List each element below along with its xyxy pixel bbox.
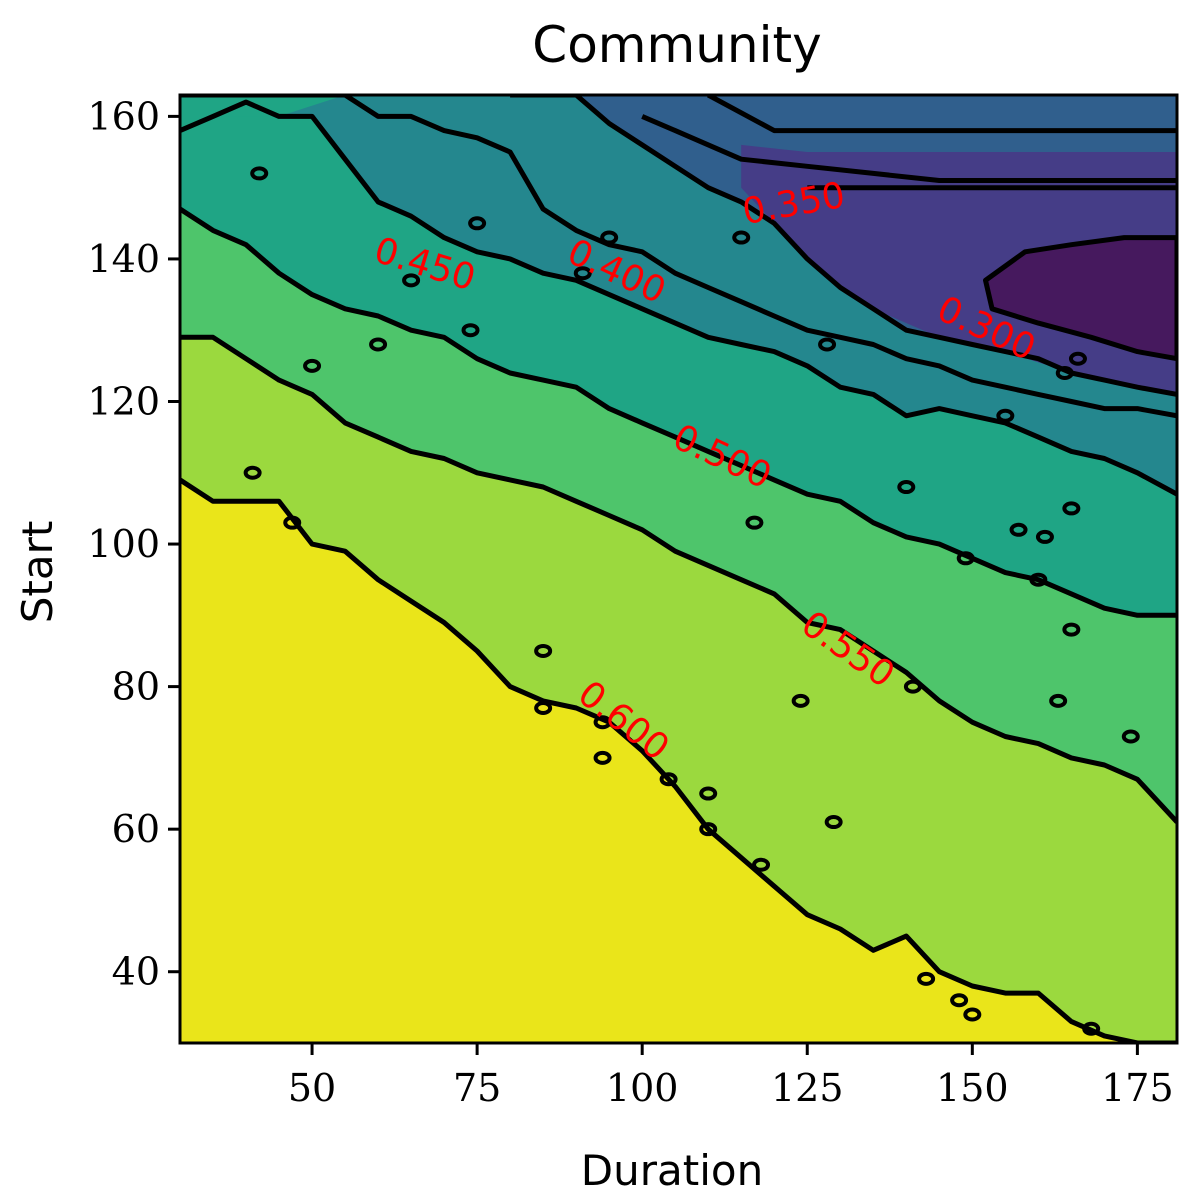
- contour-island: [1121, 729, 1140, 744]
- contour-island: [593, 715, 612, 730]
- contour-island: [699, 822, 718, 837]
- contour-island: [600, 230, 619, 245]
- contour-island: [699, 786, 718, 801]
- contour-line-0.350: [510, 95, 1177, 397]
- contour-island: [593, 750, 612, 765]
- region-0.45-corner: [180, 95, 346, 131]
- x-tick-label: 150: [936, 1066, 1009, 1110]
- y-tick-label: 60: [112, 807, 160, 851]
- contour-island: [963, 1007, 982, 1022]
- contour-island: [1029, 572, 1048, 587]
- y-axis-ticks: 40 60 80 100 120 140 160: [87, 94, 180, 994]
- y-tick-label: 140: [87, 237, 160, 281]
- contour-island: [369, 337, 388, 352]
- x-tick-label: 50: [288, 1066, 336, 1110]
- contour-island: [250, 166, 269, 181]
- contour-line-0.250: [983, 235, 1177, 362]
- contour-island: [903, 679, 922, 694]
- y-tick-label: 40: [112, 950, 160, 994]
- contour-island: [468, 216, 487, 231]
- contour-island: [956, 551, 975, 566]
- contour-island: [1009, 522, 1028, 537]
- contour-island: [1062, 622, 1081, 637]
- y-tick-label: 160: [87, 94, 160, 138]
- contour-line-0.600: [180, 477, 1177, 1043]
- contour-lines: [180, 95, 1177, 1043]
- contour-line-0.550: [180, 334, 1177, 824]
- contour-island: [996, 408, 1015, 423]
- contour-island: [534, 643, 553, 658]
- contour-island: [732, 230, 751, 245]
- x-tick-label: 100: [606, 1066, 679, 1110]
- x-tick-label: 125: [771, 1066, 844, 1110]
- y-axis-label: Start: [13, 521, 62, 624]
- contour-island: [824, 815, 843, 830]
- contour-island: [1049, 693, 1068, 708]
- region-0.25: [985, 237, 1177, 359]
- contour-island: [573, 266, 592, 281]
- contour-island: [402, 273, 421, 288]
- y-tick-label: 100: [87, 522, 160, 566]
- contour-line-0.300: [641, 114, 1177, 183]
- contour-island: [1062, 501, 1081, 516]
- contour-island: [1068, 351, 1087, 366]
- contour-island: [745, 515, 764, 530]
- y-tick-label: 120: [87, 379, 160, 423]
- contour-island: [283, 515, 302, 530]
- contour-island: [917, 971, 936, 986]
- contour-islands: [243, 166, 1140, 1036]
- contour-island: [659, 772, 678, 787]
- contour-island: [791, 693, 810, 708]
- x-axis-label: Duration: [581, 1146, 763, 1195]
- contour-island: [1055, 365, 1074, 380]
- contour-island: [303, 358, 322, 373]
- contour-line-0.400: [180, 95, 1177, 419]
- contour-island: [461, 323, 480, 338]
- x-tick-label: 175: [1101, 1066, 1174, 1110]
- contour-regions: [180, 95, 1177, 1043]
- contour-island: [818, 337, 837, 352]
- contour-island: [534, 700, 553, 715]
- chart-title: Community: [532, 16, 821, 74]
- contour-line-0.450: [180, 99, 1177, 497]
- y-tick-label: 80: [112, 665, 160, 709]
- contour-island: [243, 465, 262, 480]
- contour-island: [752, 857, 771, 872]
- plot-frame: [178, 93, 1179, 1045]
- contour-island: [1082, 1021, 1101, 1036]
- region-0.60: [180, 479, 1177, 1043]
- x-tick-label: 75: [453, 1066, 501, 1110]
- contour-island: [897, 480, 916, 495]
- x-axis-ticks: 50 75 100 125 150 175: [288, 1043, 1174, 1110]
- contour-island: [1035, 529, 1054, 544]
- contour-line-0.300-top: [707, 95, 1177, 134]
- contour-island: [950, 993, 969, 1008]
- contour-line-0.500: [180, 206, 1177, 618]
